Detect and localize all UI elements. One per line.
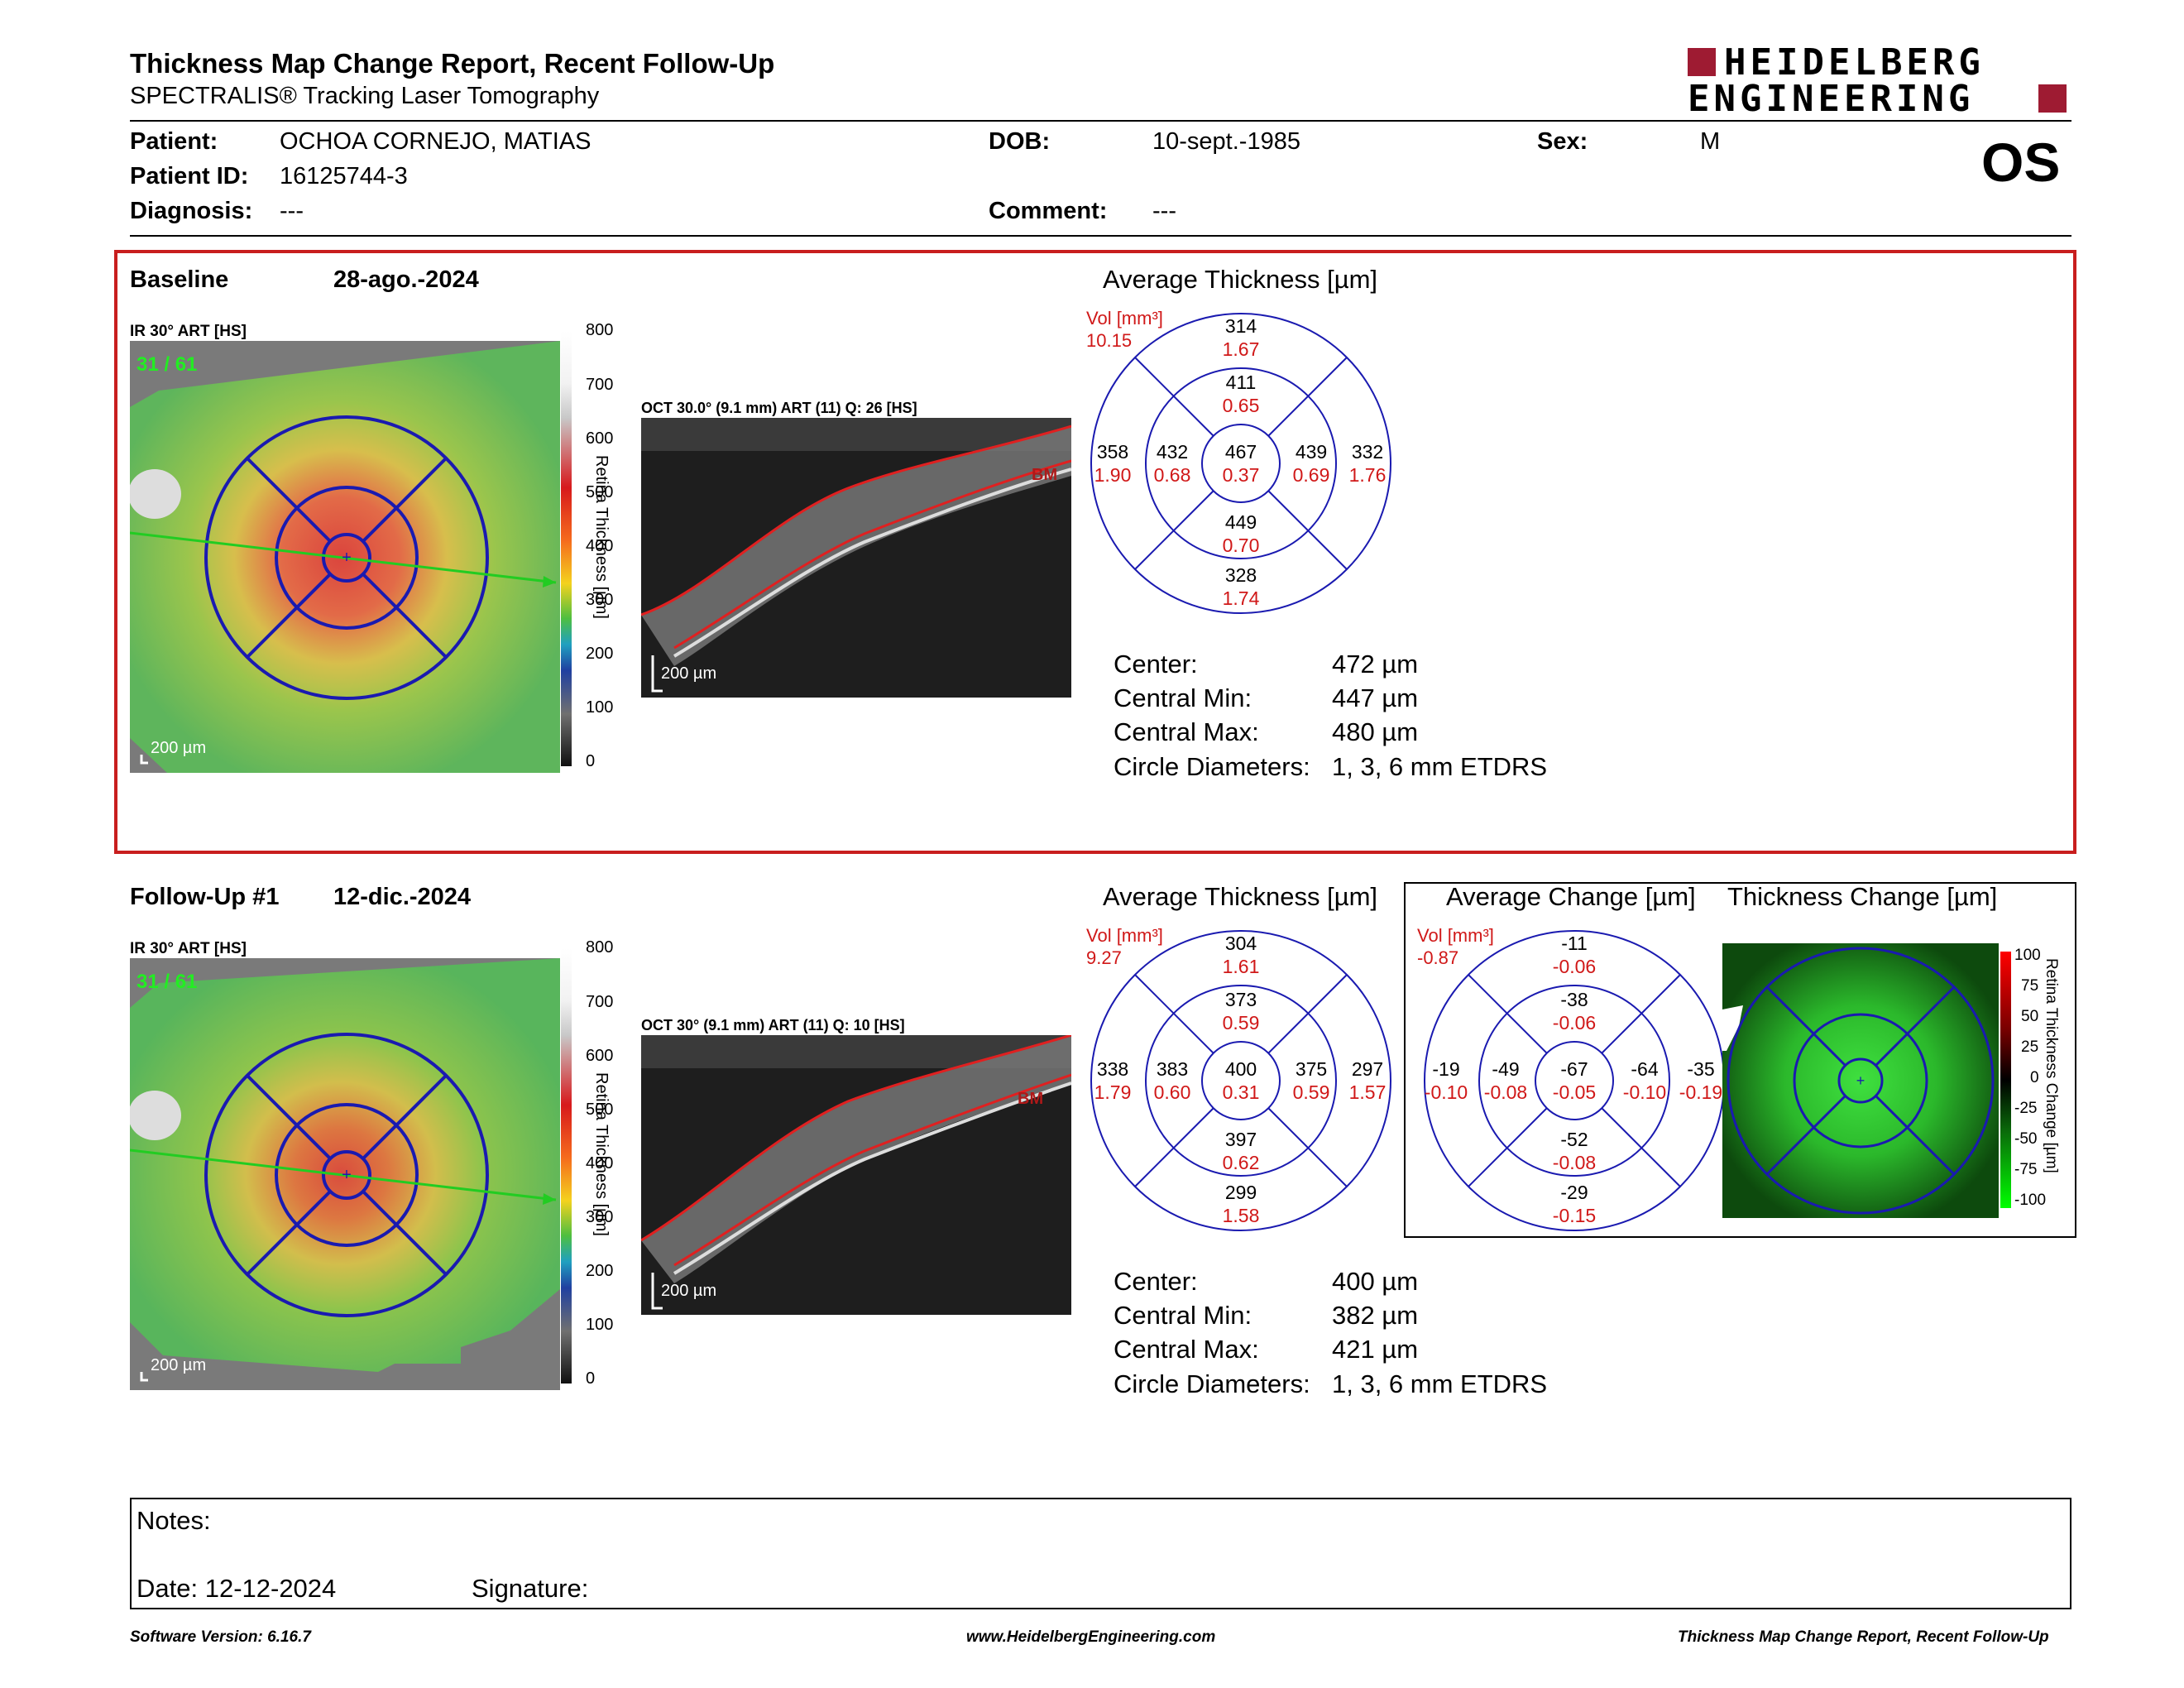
baseline-center-label: Center: xyxy=(1114,650,1198,679)
dob-label: DOB: xyxy=(989,128,1051,155)
baseline-etdrs-grid: 314 1.67 411 0.65 358 1.90 432 0.68 467 … xyxy=(1084,306,1398,621)
followup-max-label: Central Max: xyxy=(1114,1335,1259,1364)
followup-counter: 31 / 61 xyxy=(136,971,197,993)
change-vol-label: Vol [mm³] xyxy=(1417,925,1494,946)
followup-date: 12-dic.-2024 xyxy=(333,884,472,910)
followup-max-value: 421 µm xyxy=(1332,1335,1419,1364)
thickness-change-axis-label: Retina Thickness Change [µm] xyxy=(2043,958,2060,1173)
svg-text:+: + xyxy=(342,549,352,567)
baseline-vol-label: Vol [mm³] xyxy=(1086,308,1163,328)
patient-id: 16125744-3 xyxy=(280,163,408,189)
thickness-change-title: Thickness Change [µm] xyxy=(1727,882,1998,911)
baseline-date: 28-ago.-2024 xyxy=(333,266,479,293)
svg-text:BM: BM xyxy=(1032,466,1057,484)
sex: M xyxy=(1700,128,1721,155)
baseline-diam-label: Circle Diameters: xyxy=(1114,752,1310,781)
sex-label: Sex: xyxy=(1537,128,1588,155)
followup-colorbar: 800 700 600 500 400 300 200 100 0 Retina… xyxy=(561,938,693,1388)
change-title: Average Change [µm] xyxy=(1446,882,1696,911)
followup-diam-label: Circle Diameters: xyxy=(1114,1369,1310,1398)
comment: --- xyxy=(1152,198,1176,224)
notes-label: Notes: xyxy=(136,1506,211,1535)
svg-text:BM: BM xyxy=(1018,1090,1043,1108)
patient-name: OCHOA CORNEJO, MATIAS xyxy=(280,128,592,155)
followup-label: Follow-Up #1 xyxy=(130,884,280,910)
baseline-diam-value: 1, 3, 6 mm ETDRS xyxy=(1332,752,1548,781)
baseline-max-label: Central Max: xyxy=(1114,717,1259,746)
baseline-colorbar: 800 700 600 500 400 300 200 100 0 Retina… xyxy=(561,321,693,771)
date-label: Date: 12-12-2024 xyxy=(136,1574,337,1603)
followup-ir-scale: 200 µm xyxy=(151,1356,206,1374)
diagnosis-label: Diagnosis: xyxy=(130,198,253,224)
patient-label: Patient: xyxy=(130,128,218,155)
baseline-label: Baseline xyxy=(130,266,229,293)
change-frame xyxy=(1404,882,2076,1238)
followup-min-value: 382 µm xyxy=(1332,1301,1419,1330)
svg-text:+: + xyxy=(342,1166,352,1184)
followup-ir-label: IR 30° ART [HS] xyxy=(130,940,247,957)
baseline-ir-label: IR 30° ART [HS] xyxy=(130,323,247,340)
baseline-max-value: 480 µm xyxy=(1332,717,1419,746)
eye-label: OS xyxy=(1981,132,2061,193)
svg-text:+: + xyxy=(1856,1072,1866,1089)
notes-box[interactable]: Notes: Date: 12-12-2024 Signature: xyxy=(130,1498,2071,1609)
report-subtitle: SPECTRALIS® Tracking Laser Tomography xyxy=(130,83,600,109)
baseline-oct-scan: BM 200 µm xyxy=(641,418,1071,698)
comment-label: Comment: xyxy=(989,198,1108,224)
baseline-frame xyxy=(114,250,2076,854)
baseline-ir-thickness-map: + 31 / 61 200 µm xyxy=(130,341,560,773)
thickness-change-colorbar: 100 75 50 25 0 -25 -50 -75 -100 Retina T… xyxy=(2000,947,2075,1216)
followup-diam-value: 1, 3, 6 mm ETDRS xyxy=(1332,1369,1548,1398)
baseline-ir-scale: 200 µm xyxy=(151,739,206,757)
patient-id-label: Patient ID: xyxy=(130,163,249,189)
followup-oct-scan: BM 200 µm xyxy=(641,1035,1071,1315)
software-version: Software Version: 6.16.7 xyxy=(130,1628,311,1646)
heidelberg-logo: HEIDELBERG ENGINEERING xyxy=(1688,41,2068,120)
signature-label: Signature: xyxy=(472,1574,589,1603)
followup-min-label: Central Min: xyxy=(1114,1301,1252,1330)
followup-center-label: Center: xyxy=(1114,1267,1198,1296)
baseline-oct-label: OCT 30.0° (9.1 mm) ART (11) Q: 26 [HS] xyxy=(641,400,917,416)
followup-vol: 9.27 xyxy=(1086,947,1122,968)
baseline-counter: 31 / 61 xyxy=(136,353,197,376)
followup-ir-thickness-map: + 31 / 61 200 µm xyxy=(130,958,560,1390)
baseline-min-value: 447 µm xyxy=(1332,683,1419,712)
followup-etdrs-grid: 304 1.61 373 0.59 338 1.79 383 0.60 400 … xyxy=(1084,923,1398,1238)
report-title: Thickness Map Change Report, Recent Foll… xyxy=(130,48,775,79)
diagnosis: --- xyxy=(280,198,304,224)
change-vol: -0.87 xyxy=(1417,947,1459,968)
baseline-oct-scale: 200 µm xyxy=(661,664,716,683)
baseline-min-label: Central Min: xyxy=(1114,683,1252,712)
baseline-vol: 10.15 xyxy=(1086,330,1133,351)
followup-oct-scale: 200 µm xyxy=(661,1282,716,1300)
change-etdrs-grid: -11 -0.06 -38 -0.06 -19 -0.10 -49 -0.08 … xyxy=(1417,923,1731,1238)
thickness-change-map: + xyxy=(1722,943,1999,1218)
followup-oct-label: OCT 30° (9.1 mm) ART (11) Q: 10 [HS] xyxy=(641,1017,905,1033)
baseline-avg-title: Average Thickness [µm] xyxy=(1103,265,1378,294)
footer-report-title: Thickness Map Change Report, Recent Foll… xyxy=(1678,1628,2049,1646)
colorbar-axis-label: Retina Thickness [µm] xyxy=(592,455,611,619)
followup-avg-title: Average Thickness [µm] xyxy=(1103,882,1378,911)
website-link[interactable]: www.HeidelbergEngineering.com xyxy=(966,1628,1216,1646)
followup-vol-label: Vol [mm³] xyxy=(1086,925,1163,946)
baseline-center-value: 472 µm xyxy=(1332,650,1419,679)
followup-center-value: 400 µm xyxy=(1332,1267,1419,1296)
dob: 10-sept.-1985 xyxy=(1152,128,1300,155)
